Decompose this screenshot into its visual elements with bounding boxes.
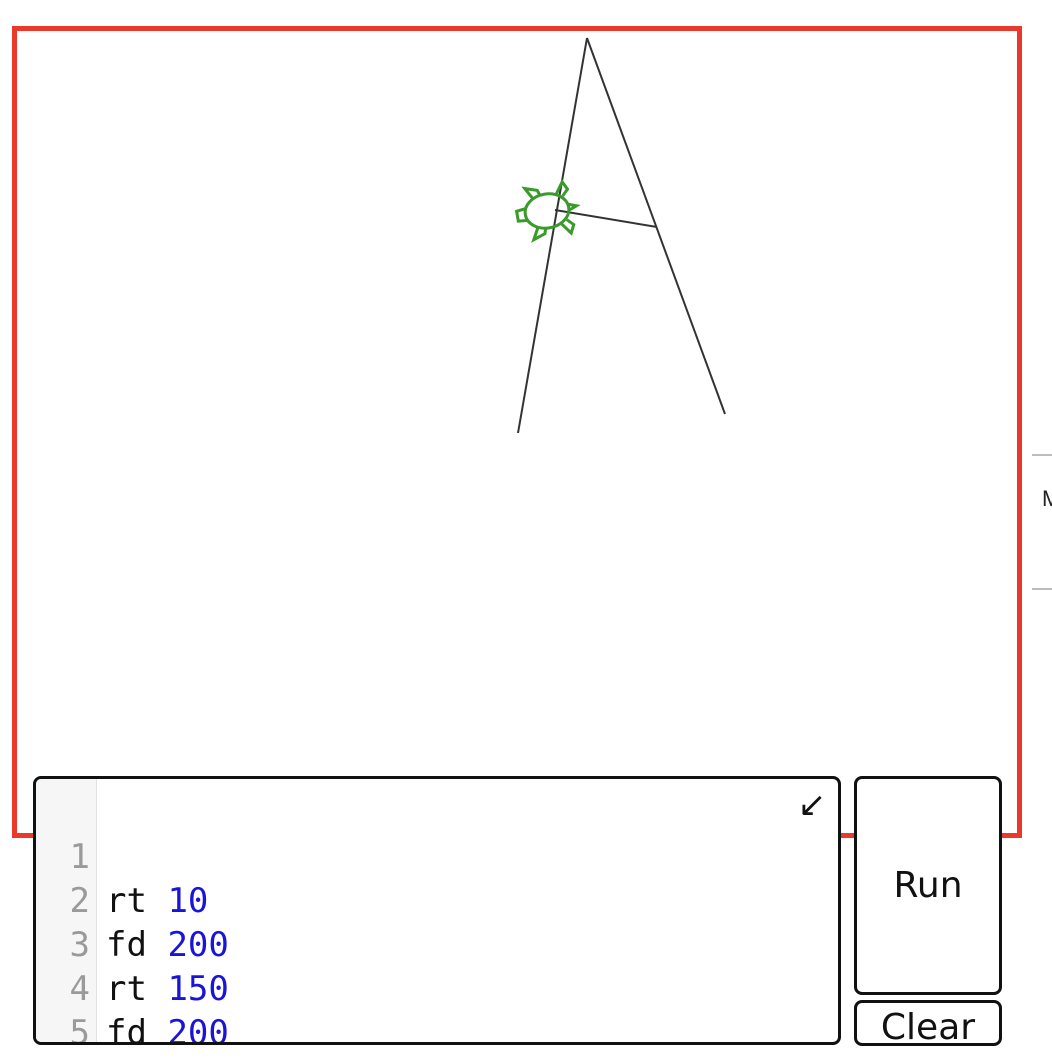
- code-line[interactable]: 4 fd 200: [36, 923, 838, 1042]
- line-number: 4: [69, 969, 90, 1009]
- command-keyword: fd: [106, 1013, 147, 1045]
- code-line[interactable]: 2 fd 200: [36, 835, 838, 965]
- command-argument: 200: [167, 1013, 229, 1045]
- clear-button[interactable]: Clear: [854, 1000, 1002, 1046]
- line-number: 5: [69, 1013, 90, 1045]
- code-line[interactable]: 5 bk 100: [36, 967, 838, 1042]
- line-number: 2: [69, 881, 90, 921]
- turtle-drawing: [514, 37, 726, 434]
- side-panel-label: M: [1042, 486, 1052, 512]
- code-line[interactable]: 3 rt 150: [36, 879, 838, 1009]
- command-keyword: rt: [106, 881, 147, 921]
- command-argument: 150: [167, 969, 229, 1009]
- line-number: 1: [69, 837, 90, 877]
- code-lines[interactable]: 1 rt 10 2 fd 200 3 rt 150 4 fd 200 5 bk …: [36, 791, 838, 1042]
- command-keyword: rt: [106, 969, 147, 1009]
- command-argument: 200: [167, 925, 229, 965]
- line-number-gutter: [36, 779, 97, 1042]
- turtle-icon: [514, 179, 581, 243]
- side-panel-edge[interactable]: M: [1032, 454, 1052, 590]
- command-argument: 10: [167, 881, 209, 921]
- code-line[interactable]: 6 rt 120: [36, 1011, 838, 1042]
- collapse-editor-icon[interactable]: ↙: [797, 785, 827, 825]
- stroke-crossbar: [554, 209, 658, 228]
- code-line[interactable]: 1 rt 10: [36, 791, 838, 921]
- stroke-left-leg: [517, 37, 588, 434]
- command-keyword: fd: [106, 925, 147, 965]
- code-editor[interactable]: 1 rt 10 2 fd 200 3 rt 150 4 fd 200 5 bk …: [33, 776, 841, 1045]
- line-number: 3: [69, 925, 90, 965]
- drawing-canvas: [12, 26, 1022, 838]
- run-button[interactable]: Run: [854, 776, 1002, 995]
